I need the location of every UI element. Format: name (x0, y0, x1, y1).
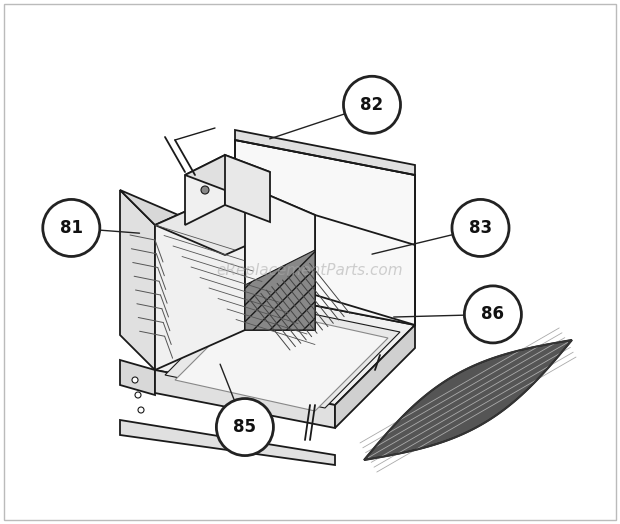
Text: eReplacementParts.com: eReplacementParts.com (216, 263, 404, 278)
Polygon shape (235, 140, 415, 325)
Circle shape (452, 200, 509, 256)
Polygon shape (155, 290, 415, 405)
Polygon shape (155, 370, 335, 428)
Text: 86: 86 (481, 305, 505, 323)
Polygon shape (364, 340, 572, 460)
Polygon shape (335, 325, 415, 428)
Text: 85: 85 (233, 418, 257, 436)
Polygon shape (120, 190, 225, 255)
Text: 81: 81 (60, 219, 83, 237)
Polygon shape (155, 185, 245, 370)
Polygon shape (245, 250, 315, 330)
Text: 83: 83 (469, 219, 492, 237)
Polygon shape (185, 155, 225, 225)
Polygon shape (120, 190, 155, 370)
Polygon shape (175, 307, 388, 411)
Circle shape (135, 392, 141, 398)
Text: 82: 82 (360, 96, 384, 114)
Circle shape (132, 377, 138, 383)
Polygon shape (225, 155, 270, 222)
Polygon shape (185, 155, 270, 192)
Circle shape (216, 399, 273, 455)
Polygon shape (155, 185, 315, 255)
Circle shape (43, 200, 100, 256)
Circle shape (138, 407, 144, 413)
Circle shape (343, 77, 401, 133)
Polygon shape (235, 130, 415, 175)
Circle shape (201, 186, 209, 194)
Polygon shape (245, 185, 315, 330)
Circle shape (464, 286, 521, 343)
Polygon shape (120, 360, 155, 395)
Polygon shape (120, 420, 335, 465)
Polygon shape (315, 215, 415, 325)
Polygon shape (165, 299, 400, 408)
